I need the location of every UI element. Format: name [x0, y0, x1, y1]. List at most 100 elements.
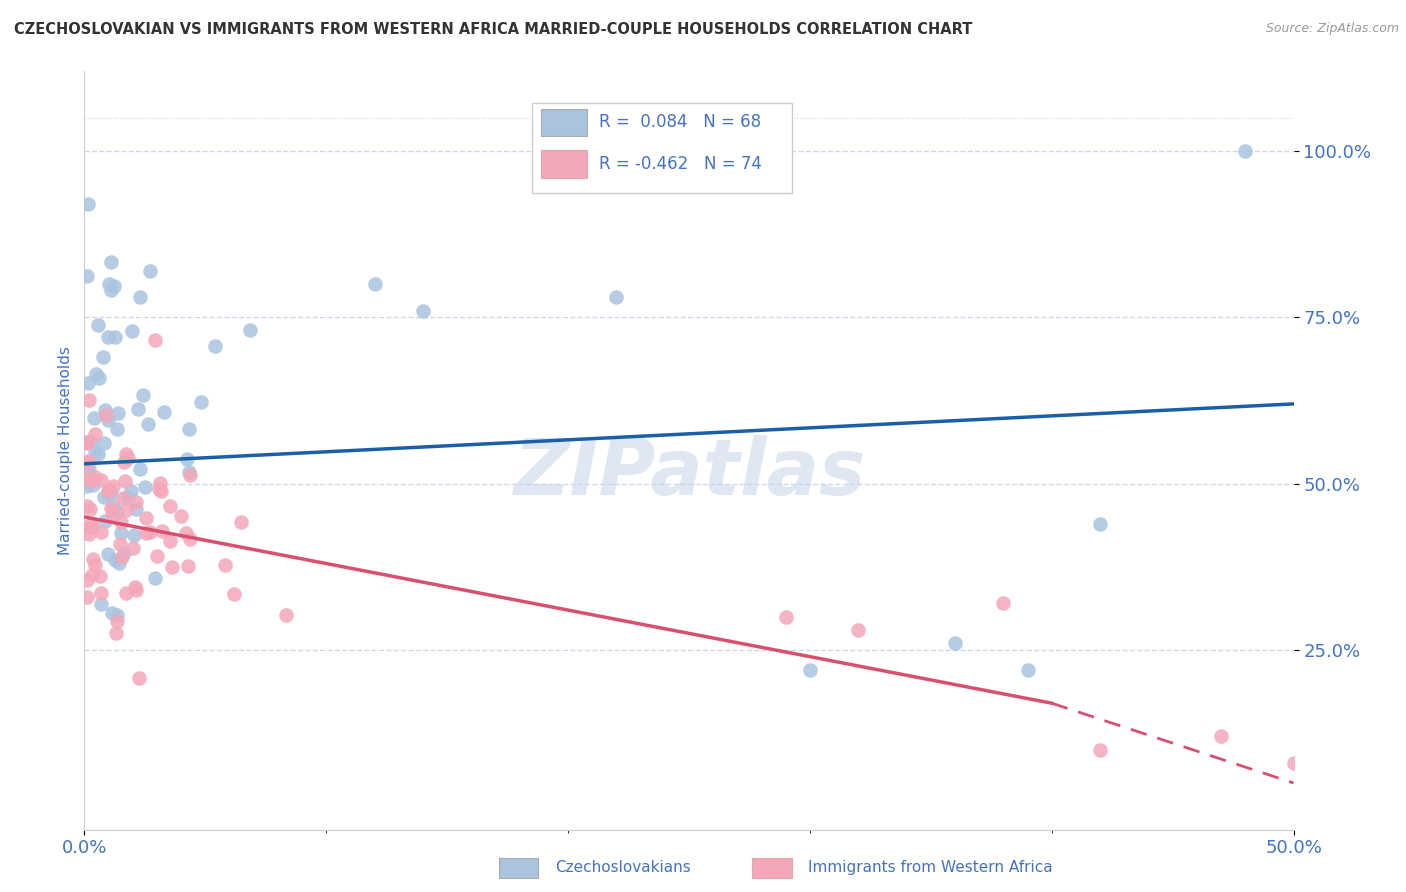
FancyBboxPatch shape	[541, 109, 588, 136]
Point	[77, 392, 100, 407]
Point	[93, 514, 115, 528]
Point	[1088, 743, 1111, 757]
Point	[136, 417, 159, 431]
Point	[76, 434, 98, 449]
Point	[93, 490, 115, 504]
Point	[605, 291, 627, 305]
Point	[76, 454, 98, 468]
Point	[1088, 516, 1111, 531]
Point	[115, 503, 138, 517]
Point	[108, 536, 131, 550]
Point	[146, 549, 169, 563]
Text: R = -0.462   N = 74: R = -0.462 N = 74	[599, 155, 762, 173]
Point	[229, 515, 252, 529]
Point	[148, 475, 170, 490]
Point	[204, 339, 226, 353]
Point	[363, 277, 385, 292]
Point	[177, 465, 200, 479]
Point	[775, 609, 797, 624]
Point	[125, 501, 148, 516]
Point	[79, 502, 101, 516]
Point	[97, 483, 120, 498]
Point	[100, 283, 122, 297]
Point	[101, 508, 124, 522]
Point	[100, 255, 122, 269]
Point	[76, 454, 98, 468]
Point	[170, 509, 193, 524]
Point	[76, 479, 98, 493]
Point	[179, 532, 201, 546]
Point	[177, 422, 200, 436]
Point	[80, 474, 103, 488]
Point	[152, 405, 174, 419]
Point	[108, 556, 131, 570]
Point	[135, 526, 157, 541]
Point	[125, 582, 148, 597]
Point	[84, 470, 107, 484]
Point	[82, 552, 104, 566]
Point	[127, 401, 149, 416]
Point	[82, 478, 104, 492]
Point	[128, 461, 150, 475]
Point	[122, 528, 145, 542]
Point	[97, 330, 120, 344]
Point	[104, 329, 127, 343]
Point	[114, 586, 136, 600]
Point	[174, 525, 197, 540]
Point	[76, 459, 98, 474]
Point	[90, 525, 112, 540]
Point	[82, 519, 104, 533]
Text: R =  0.084   N = 68: R = 0.084 N = 68	[599, 113, 762, 131]
Point	[799, 663, 821, 677]
Point	[239, 323, 262, 337]
Point	[76, 520, 98, 534]
Point	[993, 596, 1015, 610]
Point	[159, 499, 181, 513]
Point	[97, 483, 120, 497]
Point	[943, 636, 966, 650]
Point	[412, 303, 434, 318]
Point	[90, 586, 112, 600]
Point	[120, 484, 142, 499]
Point	[80, 568, 103, 582]
Point	[76, 436, 98, 450]
Point	[98, 277, 121, 292]
Point	[84, 427, 107, 442]
Point	[94, 408, 117, 422]
Point	[150, 484, 173, 499]
Point	[76, 268, 98, 283]
Point	[76, 590, 98, 604]
Point	[76, 376, 98, 391]
Point	[90, 473, 112, 487]
Point	[121, 324, 143, 338]
Point	[124, 580, 146, 594]
Point	[117, 491, 139, 505]
Point	[101, 479, 124, 493]
Point	[135, 511, 157, 525]
Text: Czechoslovakians: Czechoslovakians	[555, 860, 692, 874]
Point	[129, 291, 152, 305]
Point	[97, 486, 120, 500]
Point	[103, 552, 125, 566]
Point	[139, 264, 162, 278]
Point	[1282, 756, 1305, 770]
Point	[143, 333, 166, 347]
Y-axis label: Married-couple Households: Married-couple Households	[58, 346, 73, 555]
Point	[190, 394, 212, 409]
Point	[274, 608, 297, 623]
Point	[100, 485, 122, 500]
Point	[77, 526, 100, 541]
Point	[111, 550, 134, 565]
Point	[1234, 144, 1257, 158]
Point	[89, 569, 111, 583]
Point	[79, 434, 101, 449]
Point	[110, 526, 132, 541]
Point	[83, 444, 105, 458]
Point	[159, 533, 181, 548]
Point	[214, 558, 236, 572]
Point	[150, 524, 173, 538]
Point	[80, 516, 103, 531]
Point	[76, 470, 98, 484]
Text: Source: ZipAtlas.com: Source: ZipAtlas.com	[1265, 22, 1399, 36]
Point	[122, 541, 145, 556]
